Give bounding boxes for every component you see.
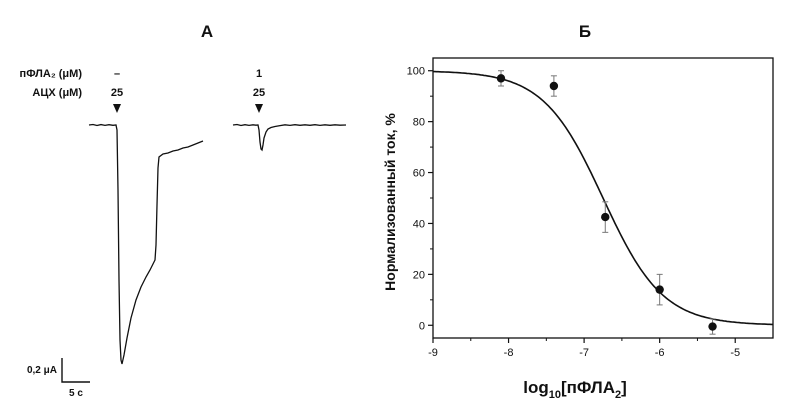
trace2-ach-conc: 25 bbox=[253, 87, 265, 99]
x-tick-label: -6 bbox=[655, 347, 665, 359]
y-tick-label: 20 bbox=[413, 269, 425, 281]
x-axis-label-bracket-close: ] bbox=[621, 378, 627, 397]
panel-b-letter: Б bbox=[579, 22, 591, 41]
y-tick-label: 80 bbox=[413, 117, 425, 129]
x-tick-label: -9 bbox=[428, 347, 438, 359]
y-axis-label: Нормализованный ток, % bbox=[382, 113, 398, 291]
y-tick-label: 60 bbox=[413, 168, 425, 180]
x-axis-label-log-subscript: 10 bbox=[549, 389, 561, 399]
current-trace-control bbox=[88, 123, 204, 365]
scale-current-label: 0,2 μA bbox=[27, 365, 57, 376]
x-tick-label: -8 bbox=[504, 347, 514, 359]
trace1-application-arrow bbox=[113, 104, 121, 113]
y-tick-label: 0 bbox=[419, 320, 425, 332]
fit-curve bbox=[433, 70, 773, 326]
x-axis-label: log10[пФЛА2] bbox=[523, 378, 627, 399]
y-tick-label: 40 bbox=[413, 218, 425, 230]
x-axis-label-bracket: [пФЛА bbox=[561, 378, 615, 397]
x-axis-label-log: log bbox=[523, 378, 549, 397]
dose-response-chart: -9 -8 -7 -6 -5 0 20 40 60 80 100 bbox=[407, 57, 774, 359]
data-point bbox=[496, 74, 506, 83]
current-trace-toxin bbox=[232, 123, 347, 152]
x-axis-label-bracket-subscript: 2 bbox=[615, 389, 621, 399]
trace1-pfla-conc: – bbox=[114, 68, 120, 80]
scale-time-label: 5 с bbox=[69, 388, 83, 399]
data-point bbox=[655, 285, 664, 294]
y-tick-label: 100 bbox=[407, 66, 425, 78]
data-point bbox=[549, 81, 559, 91]
x-tick-label: -5 bbox=[730, 347, 740, 359]
data-point bbox=[601, 212, 610, 222]
ach-row-label: АЦХ (μM) bbox=[32, 87, 82, 99]
data-point bbox=[708, 322, 717, 331]
scale-bar bbox=[61, 358, 90, 383]
trace1-ach-conc: 25 bbox=[111, 87, 123, 99]
pfla-row-label: пФЛА₂ (μM) bbox=[20, 68, 83, 80]
trace2-pfla-conc: 1 bbox=[256, 68, 262, 80]
panel-a-letter: А bbox=[201, 22, 213, 41]
x-tick-label: -7 bbox=[579, 347, 589, 359]
trace2-application-arrow bbox=[255, 104, 263, 113]
